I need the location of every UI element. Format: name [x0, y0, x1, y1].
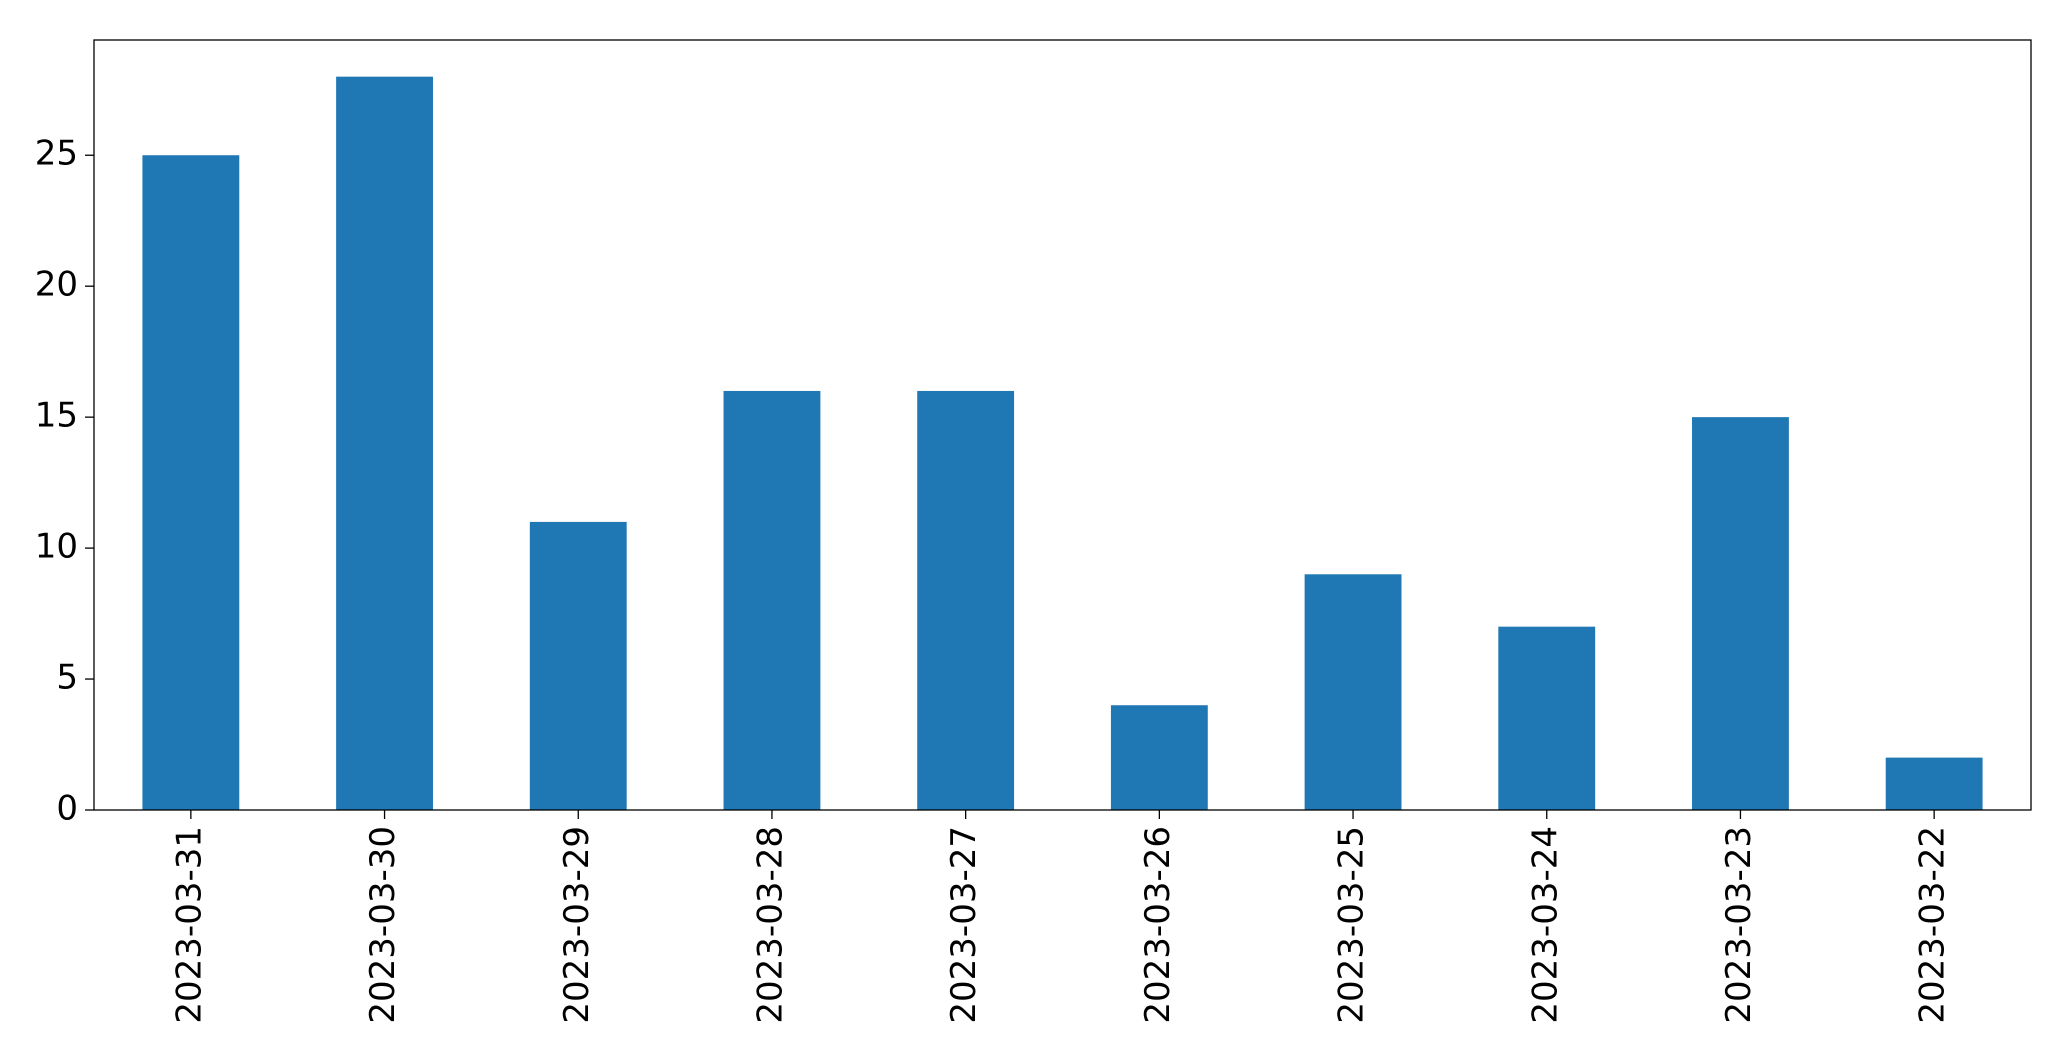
- x-tick-label: 2023-03-30: [363, 826, 403, 1024]
- bar: [917, 390, 1015, 810]
- x-tick-label: 2023-03-26: [1138, 826, 1178, 1024]
- x-tick-label: 2023-03-22: [1913, 826, 1953, 1024]
- x-tick-label: 2023-03-23: [1719, 826, 1759, 1024]
- x-tick-label: 2023-03-27: [944, 826, 984, 1024]
- bar: [1110, 705, 1208, 810]
- y-tick-label: 25: [35, 134, 78, 174]
- y-tick-label: 20: [35, 265, 78, 305]
- x-tick-label: 2023-03-28: [750, 826, 790, 1024]
- bar: [1304, 574, 1402, 810]
- bar: [336, 76, 433, 810]
- axes-frame: [93, 39, 2032, 811]
- x-tick-label: 2023-03-31: [169, 826, 209, 1024]
- plot-area: 0 5 10 15 20 25 2023-03-31 2023-03-30 2023-03-29…: [35, 76, 1983, 1024]
- y-tick-label: 0: [56, 789, 78, 829]
- y-tick-label: 5: [56, 658, 78, 698]
- bar: [142, 155, 240, 810]
- y-tick-label: 15: [35, 396, 78, 436]
- bar: [1692, 417, 1789, 810]
- x-tick-label: 2023-03-25: [1332, 826, 1372, 1024]
- x-tick-label: 2023-03-29: [557, 826, 597, 1024]
- y-tick-label: 10: [35, 527, 78, 567]
- bar: [723, 390, 821, 810]
- bar: [1885, 757, 1983, 810]
- bar: [529, 521, 627, 810]
- bar: [1498, 626, 1596, 810]
- x-tick-label: 2023-03-24: [1525, 826, 1565, 1024]
